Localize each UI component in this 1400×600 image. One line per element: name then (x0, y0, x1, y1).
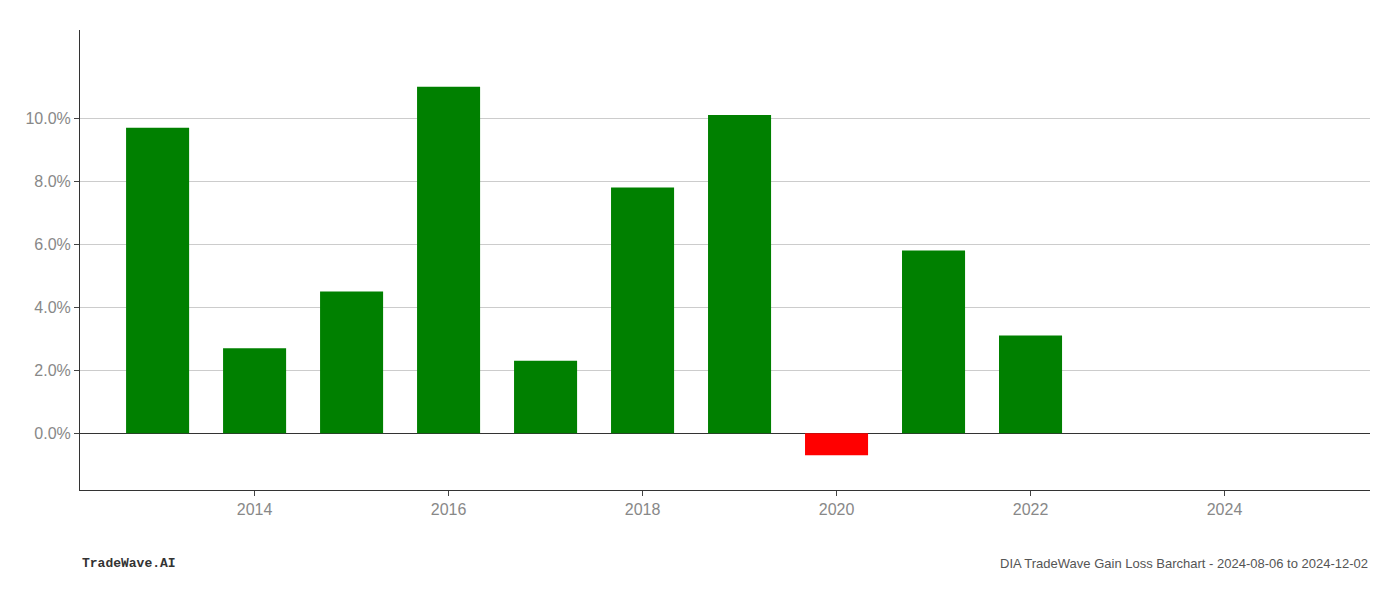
svg-text:8.0%: 8.0% (34, 173, 70, 190)
svg-text:2020: 2020 (819, 501, 855, 518)
svg-text:4.0%: 4.0% (34, 299, 70, 316)
svg-text:0.0%: 0.0% (34, 425, 70, 442)
svg-text:10.0%: 10.0% (25, 110, 70, 127)
svg-text:2014: 2014 (237, 501, 273, 518)
svg-text:2022: 2022 (1013, 501, 1049, 518)
svg-text:TradeWave.AI: TradeWave.AI (82, 556, 176, 571)
svg-text:DIA TradeWave Gain Loss Barcha: DIA TradeWave Gain Loss Barchart - 2024-… (1000, 556, 1368, 571)
svg-text:2018: 2018 (625, 501, 661, 518)
svg-text:6.0%: 6.0% (34, 236, 70, 253)
svg-text:2016: 2016 (431, 501, 467, 518)
svg-text:2.0%: 2.0% (34, 362, 70, 379)
svg-text:2024: 2024 (1207, 501, 1243, 518)
